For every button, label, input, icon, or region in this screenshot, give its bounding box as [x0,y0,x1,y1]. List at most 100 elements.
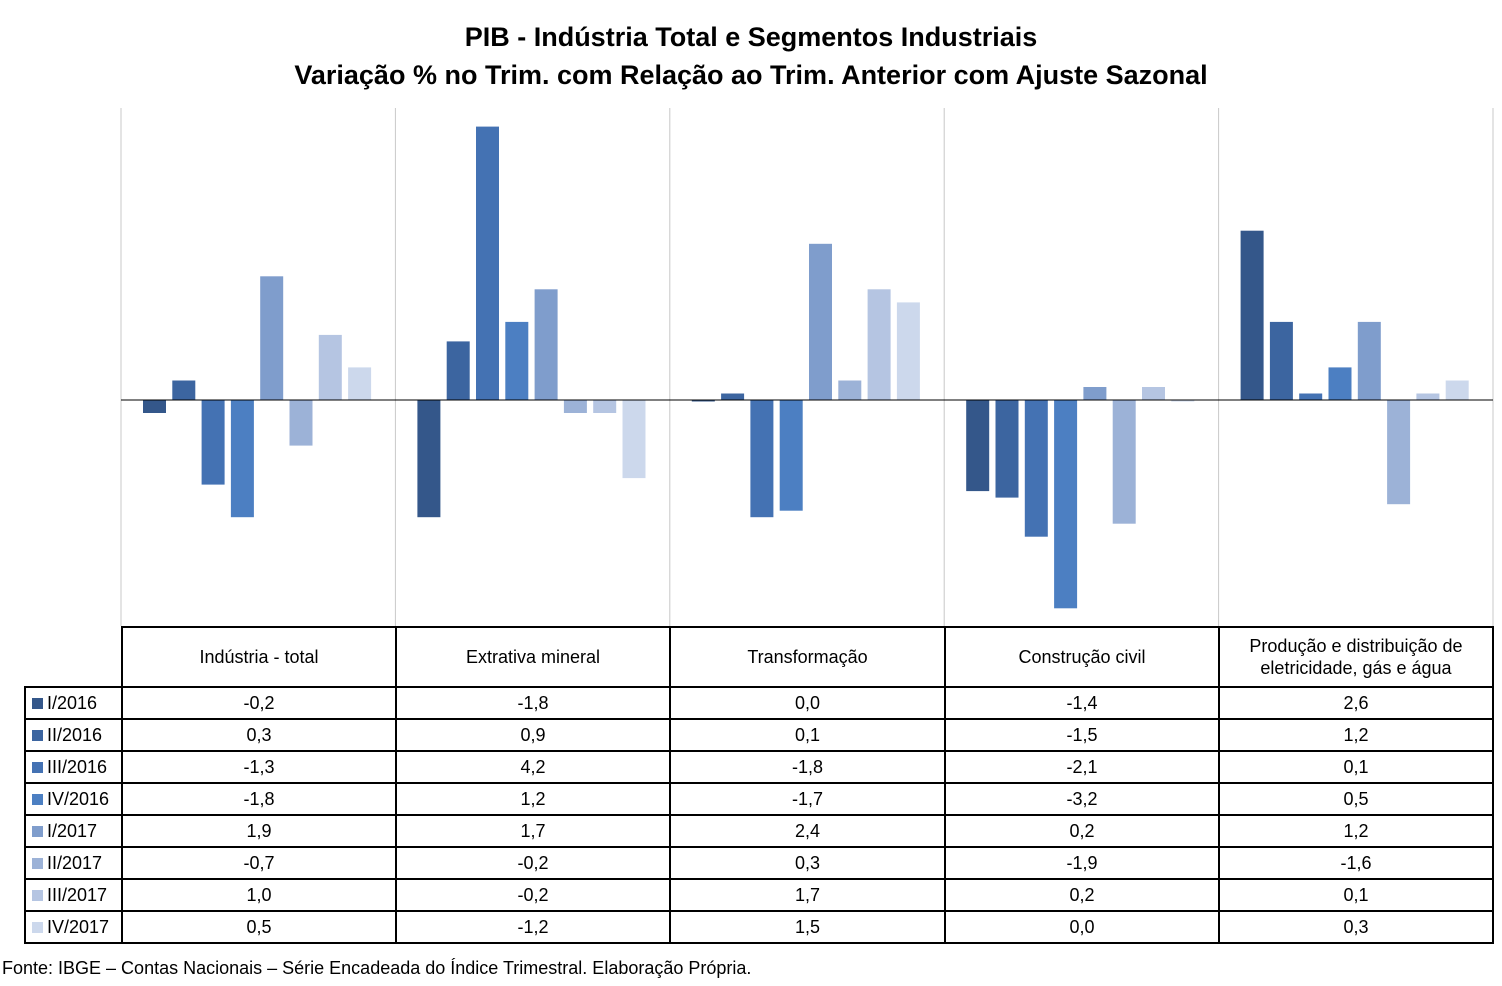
table-cell: -1,8 [395,686,671,720]
series-legend-cell: II/2017 [24,846,123,880]
table-cell: 4,2 [395,750,671,784]
table-cell: 0,2 [944,878,1220,912]
series-name: I/2017 [47,820,98,841]
bar [1171,400,1195,402]
bar [534,289,558,400]
table-cell: 1,0 [121,878,397,912]
bar [1299,393,1323,400]
series-name: II/2017 [47,852,103,873]
bar [966,400,990,492]
bar [1240,230,1264,400]
table-cell: -1,3 [121,750,397,784]
legend-key [32,857,43,869]
series-name: III/2016 [47,756,108,777]
bar [809,243,832,400]
bar [1445,380,1469,400]
category-label: Produção e distribuição de eletricidade,… [1218,626,1494,688]
series-legend-cell: IV/2017 [24,910,123,944]
bar [476,126,499,400]
table-row: III/2016 -1,3 4,2 -1,8 -2,1 0,1 [24,750,1494,784]
series-name: IV/2017 [47,916,110,937]
table-cell: -0,7 [121,846,397,880]
table-cell: 1,5 [669,910,946,944]
bar [563,400,587,413]
table-row: III/2017 1,0 -0,2 1,7 0,2 0,1 [24,878,1494,912]
bar [1083,387,1107,400]
table-cell: -1,2 [395,910,671,944]
series-name: I/2016 [47,692,98,713]
title-line-1: PIB - Indústria Total e Segmentos Indust… [464,22,1038,52]
bar [446,341,470,400]
bar [505,321,529,400]
bar [417,400,441,518]
bar [201,400,225,485]
bar [896,302,920,400]
table-cell: -1,6 [1218,846,1494,880]
table-cell: 2,6 [1218,686,1494,720]
table-cell: 0,2 [944,814,1220,848]
table-cell: 0,1 [1218,878,1494,912]
bar [622,400,646,479]
category-label: Indústria - total [121,626,397,688]
bar [1328,367,1352,400]
bar [289,400,313,446]
bar [1269,321,1293,400]
bar [1416,393,1440,400]
category-label: Construção civil [944,626,1220,688]
table-cell: 0,0 [669,686,946,720]
series-legend-cell: I/2017 [24,814,123,848]
table-cell: -1,4 [944,686,1220,720]
bar [1357,321,1381,400]
bar [779,400,803,511]
bar [230,400,254,518]
table-cell: -1,8 [121,782,397,816]
bar [260,276,284,400]
bar [691,400,715,402]
bar [995,400,1019,498]
table-row: I/2016 -0,2 -1,8 0,0 -1,4 2,6 [24,686,1494,720]
table-row: I/2017 1,9 1,7 2,4 0,2 1,2 [24,814,1494,848]
table-cell: -1,5 [944,718,1220,752]
table-cell: -1,9 [944,846,1220,880]
legend-key [32,889,43,901]
table-cell: 0,9 [395,718,671,752]
data-table: Indústria - total Extrativa mineral Transf… [24,626,1494,944]
bar [1024,400,1048,537]
bar [1054,400,1078,609]
table-cell: -3,2 [944,782,1220,816]
table-cell: 1,2 [395,782,671,816]
legend-key [32,793,43,805]
bar [838,380,862,400]
table-cell: 2,4 [669,814,946,848]
table-cell: -0,2 [395,846,671,880]
table-cell: 1,2 [1218,718,1494,752]
table-cell: 0,5 [121,910,397,944]
source-note: Fonte: IBGE – Contas Nacionais – Série E… [2,958,752,978]
table-cell: 0,3 [1218,910,1494,944]
table-cell: 0,1 [1218,750,1494,784]
bar [1112,400,1136,524]
table-cell: -0,2 [121,686,397,720]
title-line-2: Variação % no Trim. com Relação ao Trim.… [294,60,1208,90]
legend-key [32,697,43,709]
table-row: II/2016 0,3 0,9 0,1 -1,5 1,2 [24,718,1494,752]
bar [1142,387,1165,400]
series-name: II/2016 [47,724,103,745]
table-cell: 0,1 [669,718,946,752]
series-legend-cell: III/2017 [24,878,123,912]
category-label: Transformação [669,626,946,688]
series-legend-cell: IV/2016 [24,782,123,816]
table-row: IV/2016 -1,8 1,2 -1,7 -3,2 0,5 [24,782,1494,816]
legend-key [32,825,43,837]
bar-chart [120,108,1494,626]
table-corner [25,627,123,688]
table-row: IV/2017 0,5 -1,2 1,5 0,0 0,3 [24,910,1494,944]
series-name: IV/2016 [47,788,110,809]
chart-title: PIB - Indústria Total e Segmentos Indust… [0,18,1502,94]
bar [143,400,166,413]
bar [867,289,891,400]
table-cell: 0,0 [944,910,1220,944]
table-cell: -2,1 [944,750,1220,784]
bar [1387,400,1411,505]
table-cell: 1,2 [1218,814,1494,848]
